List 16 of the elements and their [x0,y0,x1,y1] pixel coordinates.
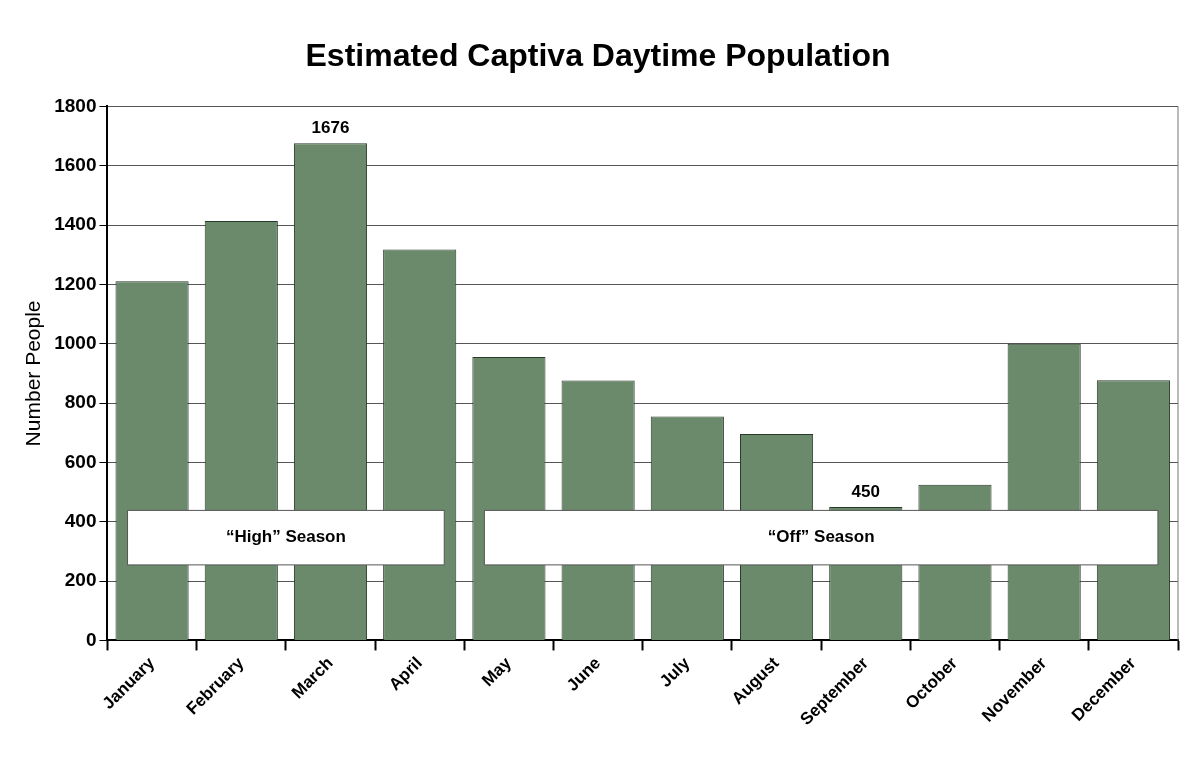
y-tick-label: 800 [64,391,97,413]
y-axis-title: Number People [21,300,45,447]
y-tick-label: 200 [64,569,97,591]
y-tick-label: 0 [85,628,97,650]
y-tick-label: 1600 [54,153,97,175]
y-tick-label: 1800 [54,94,97,116]
y-tick-label: 1000 [54,331,97,353]
y-tick-label: 400 [64,510,97,531]
data-label: 1676 [311,118,350,138]
band-label: “Off” Season [767,527,875,547]
band-label: “High” Season [225,527,346,547]
y-tick-label: 1200 [54,272,97,294]
data-label: 450 [851,482,880,502]
y-tick-label: 600 [64,450,97,472]
y-tick-label: 1400 [54,213,97,235]
chart-title: Estimated Captiva Daytime Population [305,37,891,74]
